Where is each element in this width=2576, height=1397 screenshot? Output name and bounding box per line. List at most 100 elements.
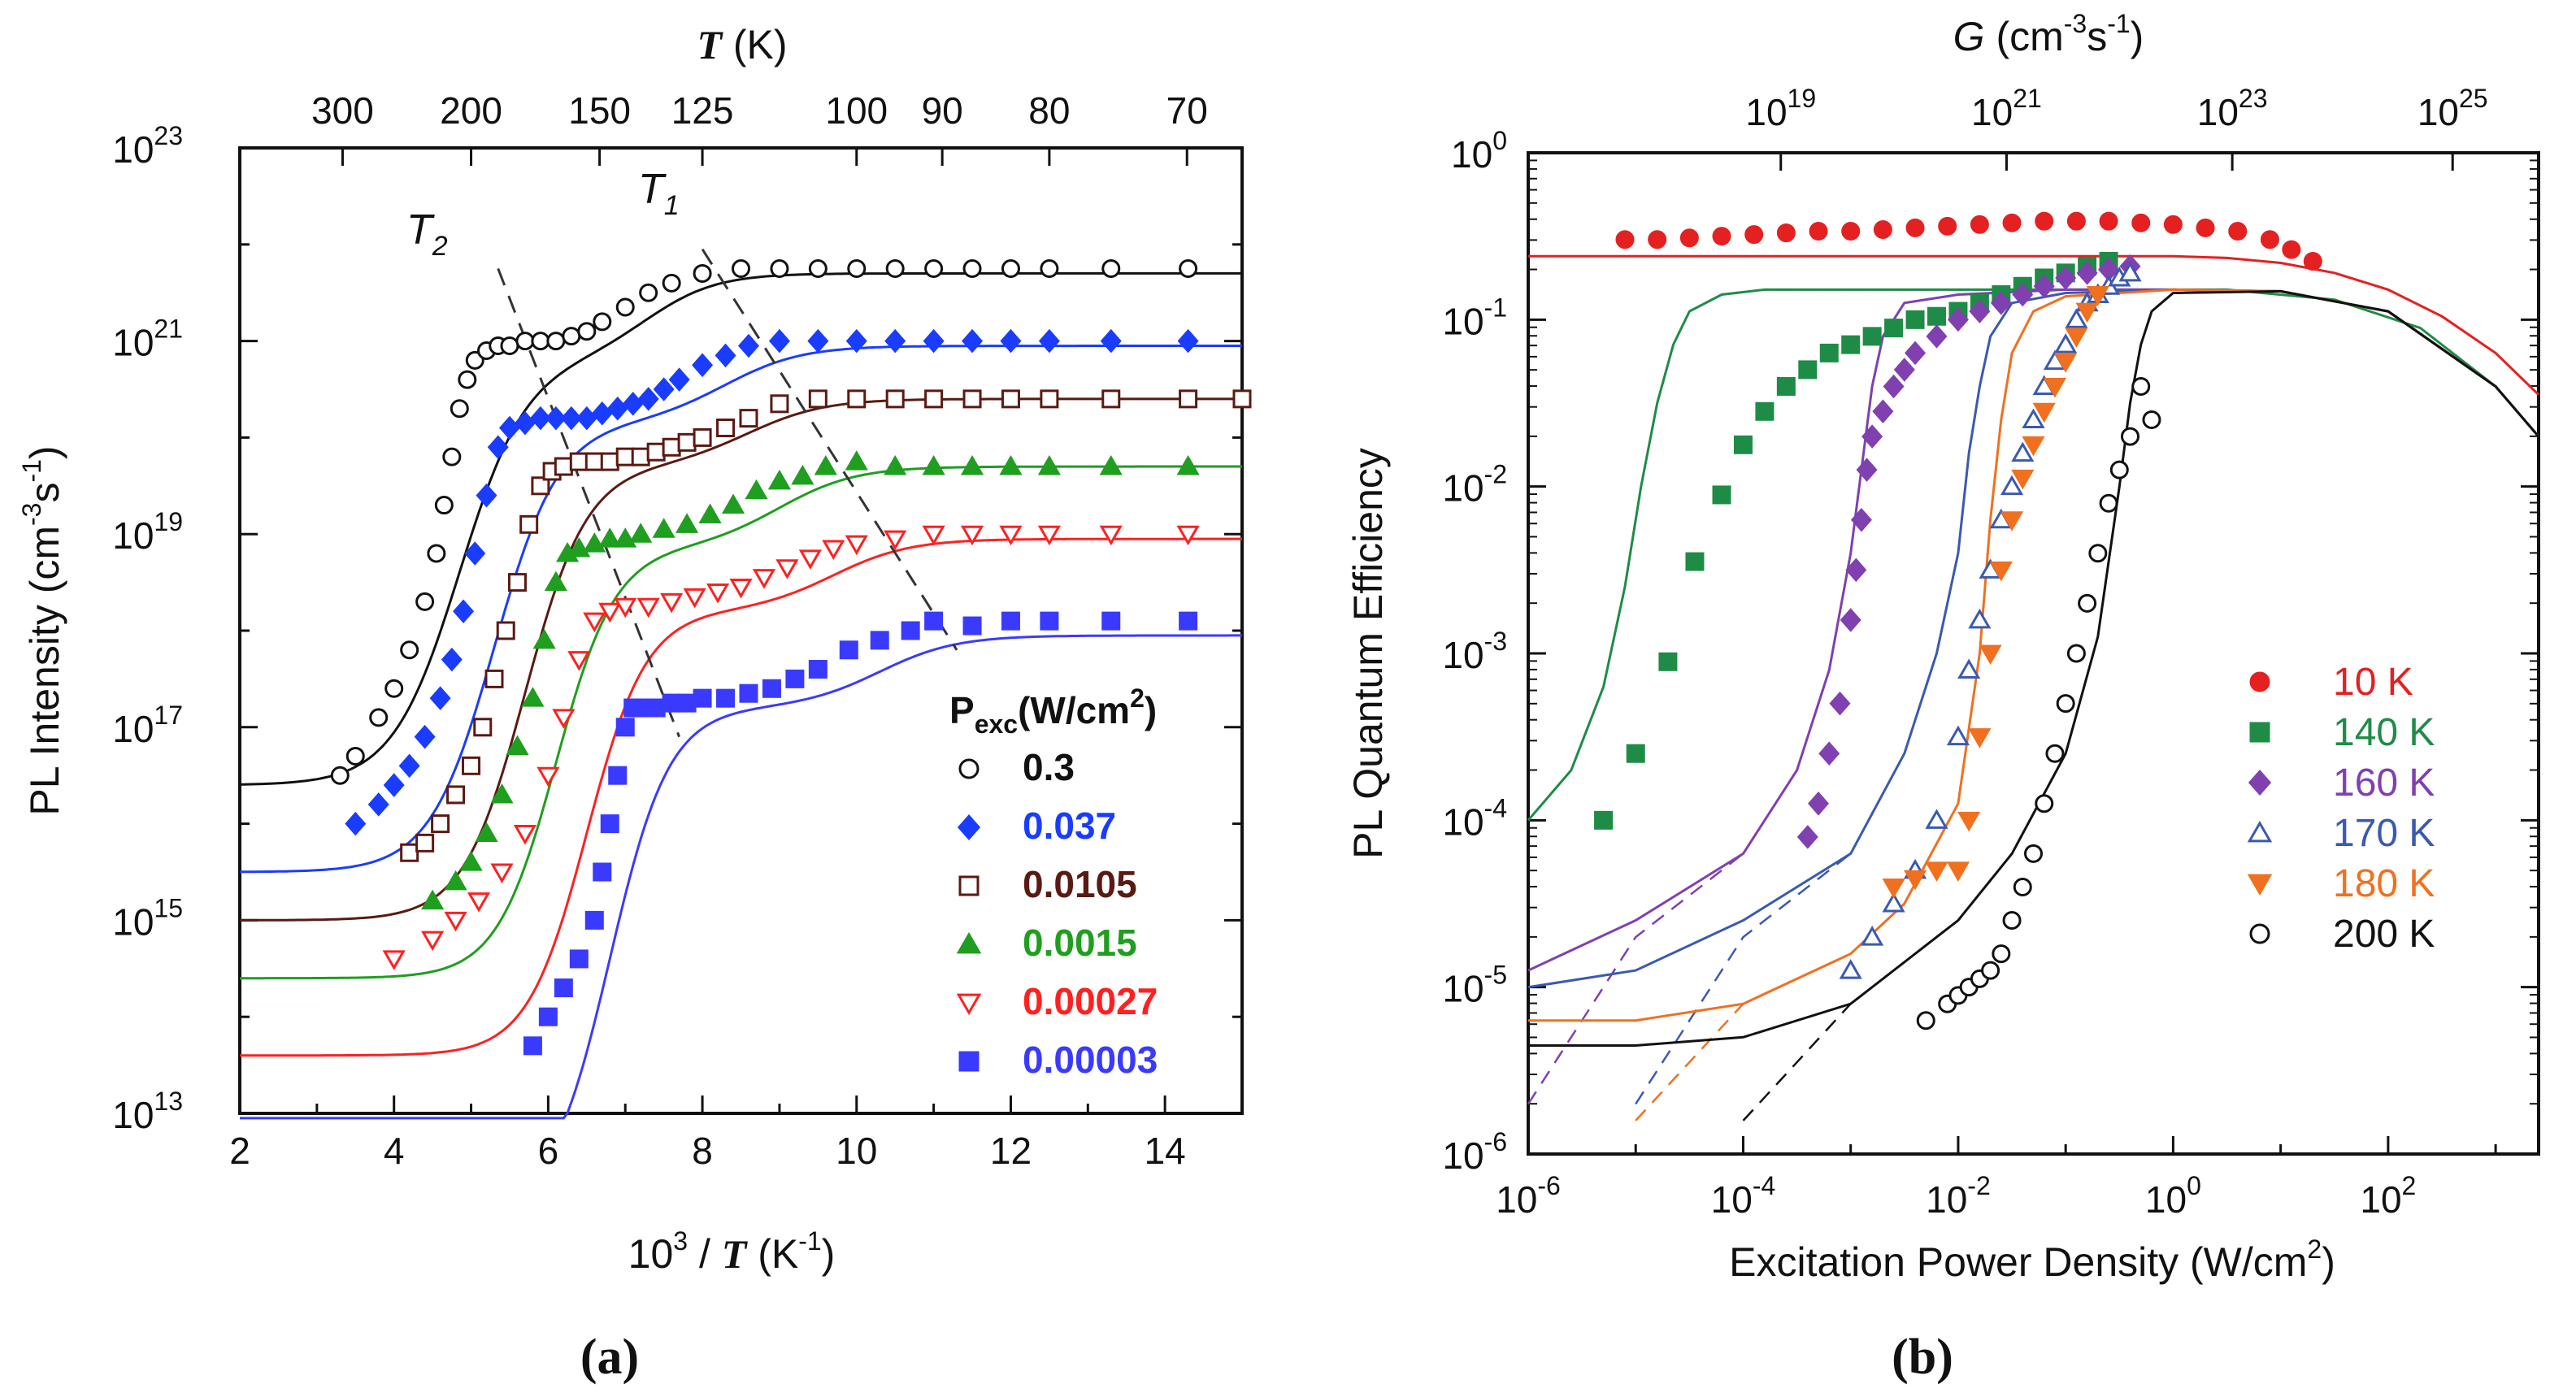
a-x-tick-label: 10 — [836, 1130, 877, 1172]
legend-label-0.00027: 0.00027 — [1023, 980, 1158, 1022]
legend-marker-160 K — [2248, 769, 2272, 796]
data-point-200 K — [1916, 1011, 1935, 1030]
data-point-0.00027 — [660, 592, 684, 614]
data-point-0.3 — [847, 259, 867, 278]
data-point-140 K — [1658, 652, 1678, 671]
legend-marker-180 K — [2247, 874, 2273, 896]
ylabel-sup2: -1 — [17, 459, 46, 482]
data-point-170 K — [1925, 809, 1948, 829]
data-point-160 K — [1829, 691, 1851, 716]
data-point-0.00003 — [538, 1007, 558, 1026]
data-point-0.0015 — [1099, 455, 1123, 475]
data-point-0.3 — [427, 544, 446, 563]
data-point-0.00027 — [798, 549, 822, 570]
data-point-0.00027 — [999, 525, 1023, 546]
data-point-0.00003 — [569, 949, 589, 969]
data-point-0.00027 — [583, 612, 606, 633]
data-point-0.00003 — [593, 862, 612, 882]
data-point-0.0105 — [496, 621, 515, 640]
data-point-0.0105 — [847, 389, 867, 409]
data-point-10 K — [1648, 230, 1667, 249]
data-point-0.00027 — [614, 597, 637, 618]
data-point-0.0105 — [600, 452, 619, 471]
b-y-tick-label-exp: 0 — [1492, 126, 1507, 155]
data-point-0.0015 — [1037, 455, 1061, 475]
data-point-0.0105 — [716, 419, 736, 438]
data-point-170 K — [1957, 658, 1981, 679]
panel-b-data-points — [1594, 211, 2322, 1030]
annotation-t1-sub: 1 — [664, 190, 680, 221]
data-point-200 K — [2121, 427, 2140, 446]
legend-marker-0.00003 — [958, 1051, 980, 1072]
data-point-0.0015 — [421, 889, 445, 910]
a-y-tick-label: 1017 — [112, 701, 183, 750]
a-y-tick-label-exp: 13 — [154, 1087, 183, 1116]
data-point-0.3 — [415, 592, 435, 611]
data-point-180 K — [1925, 861, 1948, 882]
data-point-0.3 — [442, 447, 462, 466]
legend-title-close: ) — [1145, 689, 1157, 731]
data-point-200 K — [2035, 794, 2054, 813]
legend-marker-0.0105 — [958, 875, 980, 896]
data-point-0.037 — [1100, 328, 1122, 354]
b-x-tick-label-base: 10 — [1496, 1178, 1537, 1221]
data-point-0.00003 — [808, 660, 828, 679]
panel-a-ticks — [238, 146, 1244, 1115]
data-point-160 K — [2076, 261, 2098, 285]
data-point-0.0015 — [960, 455, 984, 475]
b-top-tick-label-base: 10 — [1745, 91, 1787, 133]
data-point-0.00003 — [1001, 611, 1020, 631]
data-point-0.0015 — [614, 527, 637, 548]
panel-a-top-axis-label: T (K) — [697, 22, 787, 67]
data-point-0.0015 — [475, 822, 498, 842]
ylabel-sup1: -3 — [17, 503, 46, 526]
b-top-tick-label: 1023 — [2197, 84, 2268, 133]
legend-label-180 K: 180 K — [2333, 862, 2435, 905]
b-y-tick-label-exp: -5 — [1484, 961, 1507, 990]
b-x-tick-label-exp: -6 — [1537, 1171, 1560, 1200]
data-point-10 K — [1712, 227, 1731, 246]
data-point-0.00027 — [884, 530, 907, 551]
data-point-180 K — [1968, 728, 1992, 748]
a-y-tick-label-exp: 19 — [154, 507, 183, 536]
data-point-10 K — [1679, 228, 1699, 248]
data-point-0.0015 — [745, 479, 768, 500]
data-point-0.037 — [476, 483, 497, 508]
legend-label-0.037: 0.037 — [1023, 805, 1116, 847]
data-point-200 K — [2056, 694, 2075, 714]
a-y-tick-label-base: 10 — [112, 708, 154, 750]
data-point-0.00003 — [554, 978, 573, 998]
data-point-0.0015 — [506, 735, 529, 756]
panel-b: 10-6 10-4 10-2 100 102 10-610-510-410-310-21… — [1345, 9, 2540, 1385]
b-x-tick-label: 10-6 — [1496, 1171, 1561, 1221]
data-point-200 K — [2131, 376, 2151, 396]
data-point-0.0015 — [675, 513, 699, 533]
b-y-tick-label-base: 10 — [1442, 300, 1483, 342]
data-point-200 K — [2013, 877, 2032, 896]
data-point-0.00027 — [922, 525, 945, 546]
data-point-0.00003 — [762, 679, 781, 698]
data-point-200 K — [2002, 911, 2022, 931]
data-point-0.3 — [450, 399, 469, 419]
b-x-tick-label: 100 — [2145, 1171, 2201, 1221]
data-point-160 K — [1818, 741, 1840, 766]
a-y-tick-label-base: 10 — [112, 128, 154, 171]
data-point-10 K — [2228, 222, 2248, 241]
data-point-0.037 — [514, 410, 536, 436]
data-point-0.037 — [560, 406, 582, 431]
b-y-tick-label: 100 — [1451, 126, 1507, 176]
data-point-0.00027 — [382, 950, 406, 970]
ylabel-mid: s — [22, 483, 67, 503]
data-point-0.3 — [593, 312, 612, 332]
data-point-0.0015 — [444, 870, 467, 891]
data-point-0.3 — [458, 370, 477, 389]
data-point-140 K — [1905, 310, 1925, 329]
a-y-tick-label-exp: 21 — [154, 315, 183, 344]
data-point-0.00027 — [706, 583, 730, 604]
data-point-140 K — [1819, 343, 1839, 362]
data-point-0.0105 — [739, 409, 758, 428]
data-point-160 K — [1893, 358, 1915, 382]
b-top-tick-label-base: 10 — [1971, 91, 2013, 133]
data-point-10 K — [2163, 215, 2183, 234]
a-y-tick-label-base: 10 — [112, 900, 154, 943]
